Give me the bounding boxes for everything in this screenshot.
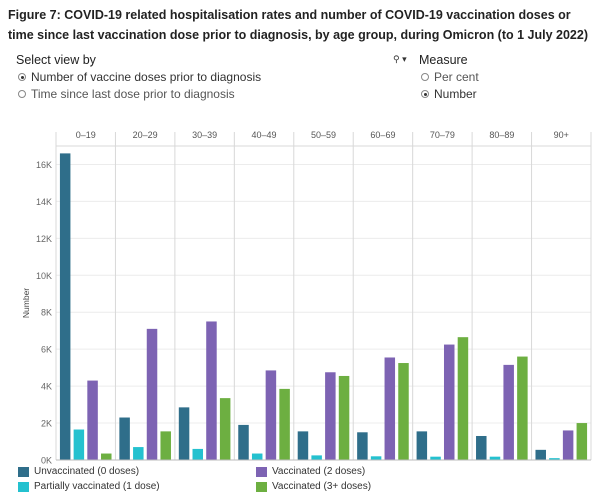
radio-unselected-icon (18, 90, 26, 98)
bar (192, 448, 204, 460)
legend-item[interactable]: Partially vaccinated (1 dose) (18, 481, 160, 492)
legend-label: Vaccinated (3+ doses) (272, 481, 372, 492)
bar (238, 424, 249, 460)
legend-item[interactable]: Unvaccinated (0 doses) (18, 466, 139, 477)
bar (443, 344, 455, 460)
y-tick-label: 16K (36, 160, 52, 170)
measure-option-percent[interactable]: Per cent (421, 70, 479, 84)
bar (265, 370, 277, 460)
bar (73, 429, 85, 460)
bar (146, 328, 158, 460)
bar (87, 380, 98, 460)
radio-selected-icon (18, 73, 26, 81)
view-option-time[interactable]: Time since last dose prior to diagnosis (18, 87, 235, 101)
bar (384, 357, 396, 460)
y-tick-label: 8K (41, 308, 52, 318)
bar (311, 455, 322, 460)
legend-swatch (18, 466, 29, 477)
y-tick-label: 2K (41, 419, 52, 429)
bar (325, 372, 336, 460)
bar (119, 417, 130, 460)
legend-item[interactable]: Vaccinated (2 doses) (256, 466, 365, 477)
legend-item[interactable]: Vaccinated (3+ doses) (256, 481, 371, 492)
measure-option-number[interactable]: Number (421, 87, 477, 101)
bar (489, 456, 501, 460)
bar (219, 398, 231, 460)
category-label: 20–29 (133, 130, 158, 140)
legend-swatch (18, 481, 29, 492)
category-label: 60–69 (370, 130, 395, 140)
legend-swatch (256, 481, 267, 492)
bar (338, 375, 350, 460)
y-tick-label: 6K (41, 345, 52, 355)
bar (59, 153, 71, 460)
bar (517, 356, 528, 460)
bar (430, 456, 441, 460)
legend-swatch (256, 466, 267, 477)
legend-label: Vaccinated (2 doses) (272, 466, 366, 477)
measure-option-label: Number (434, 87, 477, 101)
bar (562, 430, 574, 460)
y-tick-label: 14K (36, 197, 52, 207)
bar (535, 449, 546, 460)
category-label: 50–59 (311, 130, 336, 140)
radio-unselected-icon (421, 73, 429, 81)
radio-selected-icon (421, 90, 429, 98)
bar (206, 321, 217, 460)
y-tick-label: 4K (41, 382, 52, 392)
bar (370, 456, 382, 460)
category-label: 0–19 (76, 130, 96, 140)
bar (398, 363, 409, 460)
bar (160, 431, 171, 460)
bar (576, 423, 588, 460)
y-tick-label: 10K (36, 271, 52, 281)
bar (251, 453, 263, 460)
category-label: 70–79 (430, 130, 455, 140)
bar (133, 447, 144, 460)
bar (101, 453, 112, 460)
bar (178, 407, 190, 460)
bar (357, 432, 368, 460)
y-tick-label: 12K (36, 234, 52, 244)
y-tick-label: 0K (41, 456, 52, 466)
bar (549, 458, 560, 460)
bar (476, 435, 487, 460)
category-label: 80–89 (489, 130, 514, 140)
category-label: 90+ (554, 130, 569, 140)
bar (297, 431, 309, 460)
view-option-label: Time since last dose prior to diagnosis (31, 87, 235, 101)
view-selector-label: Select view by (16, 53, 96, 67)
view-option-doses[interactable]: Number of vaccine doses prior to diagnos… (18, 70, 261, 84)
bar (416, 431, 428, 460)
y-axis-label: Number (21, 288, 31, 318)
measure-selector-label: Measure (419, 53, 468, 67)
measure-option-label: Per cent (434, 70, 479, 84)
bar (457, 337, 469, 460)
legend-label: Partially vaccinated (1 dose) (34, 481, 160, 492)
legend-label: Unvaccinated (0 doses) (34, 466, 140, 477)
filter-dropdown-icon[interactable]: ⚲ ▾ (393, 54, 407, 64)
bar (503, 364, 514, 460)
bar (279, 388, 290, 460)
view-option-label: Number of vaccine doses prior to diagnos… (31, 70, 262, 84)
category-label: 30–39 (192, 130, 217, 140)
page-title: Figure 7: COVID-19 related hospitalisati… (8, 8, 588, 42)
category-label: 40–49 (252, 130, 277, 140)
